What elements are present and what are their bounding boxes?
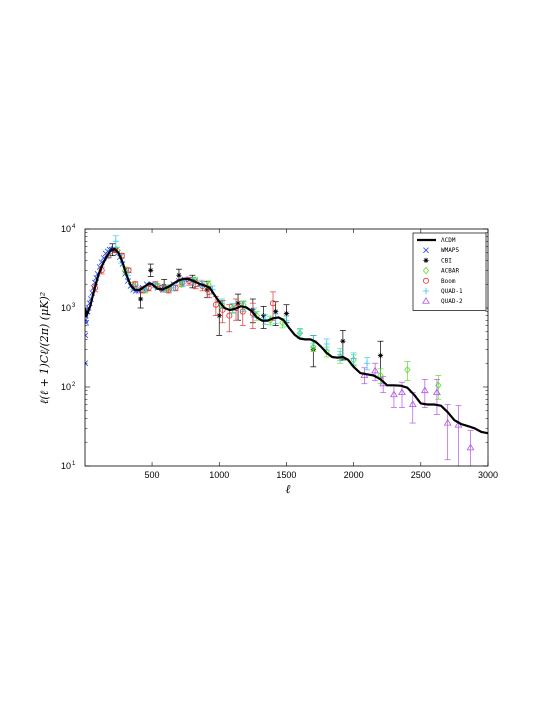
legend-entry: Boom: [422, 277, 456, 285]
error-bar: [421, 378, 428, 408]
error-bar: [339, 330, 346, 361]
legend-label: Boom: [441, 278, 456, 285]
data-point: [132, 281, 139, 288]
y-tick-label: 10: [61, 382, 71, 392]
x-tick-label: 3000: [478, 470, 498, 480]
data-point: [138, 296, 144, 302]
data-point: [260, 313, 267, 319]
y-tick-label: 10: [61, 461, 71, 471]
data-point: [148, 267, 154, 273]
data-point: [408, 400, 417, 408]
legend-entry: QUAD-1: [422, 287, 463, 295]
x-tick-label: 2500: [411, 470, 431, 480]
y-axis-label: ℓ(ℓ + 1)Cℓ/(2π) (μK)²: [38, 292, 51, 404]
data-point: [390, 390, 398, 398]
legend-entry: ACBAR: [422, 266, 459, 275]
data-point: [350, 355, 357, 362]
data-point: [283, 310, 290, 317]
data-point: [420, 386, 429, 394]
data-point: [191, 276, 199, 285]
error-bar: [433, 378, 440, 415]
data-point: [273, 309, 279, 315]
data-point: [296, 330, 303, 337]
error-bar: [233, 298, 240, 321]
legend-marker-swatch: [422, 277, 429, 284]
y-tick-exponent: 2: [72, 382, 76, 388]
y-tick-exponent: 4: [72, 224, 76, 230]
error-bar: [377, 368, 384, 385]
data-point: [170, 284, 177, 291]
plot-area: [85, 235, 488, 466]
legend-marker-swatch: [423, 257, 429, 263]
data-point: [398, 388, 406, 396]
x-tick-label: 2000: [344, 470, 364, 480]
data-point: [226, 312, 233, 319]
data-point: [323, 340, 330, 348]
legend-label: QUAD-2: [441, 298, 463, 305]
x-tick-label: 1000: [209, 470, 229, 480]
legend-label: ΛCDM: [441, 237, 456, 244]
x-tick-label: 1500: [276, 470, 296, 480]
data-point: [216, 313, 222, 319]
data-point: [435, 381, 442, 390]
data-point: [377, 352, 384, 359]
legend-marker-swatch: [422, 287, 430, 295]
error-bar: [467, 430, 474, 466]
error-bar: [372, 362, 379, 382]
data-point: [363, 360, 371, 367]
data-point: [433, 388, 441, 396]
data-point: [145, 284, 152, 291]
data-point: [212, 301, 219, 308]
data-point: [112, 238, 119, 245]
x-tick-label: 500: [145, 470, 160, 480]
error-bar: [380, 376, 387, 393]
legend-entry: WMAP5: [423, 247, 459, 254]
data-point: [466, 443, 475, 451]
legend-marker-swatch: [422, 266, 430, 275]
data-point: [235, 300, 241, 306]
legend: ΛCDM WMAP5 CBI ACBAR Boom QUAD-1 QUAD-2: [412, 232, 487, 311]
data-point: [404, 365, 411, 374]
y-tick-exponent: 3: [72, 303, 76, 309]
data-point: [176, 272, 182, 278]
error-bar: [361, 367, 368, 385]
y-tick-label: 10: [61, 224, 71, 234]
legend-label: WMAP5: [441, 247, 459, 254]
legend-entry: QUAD-2: [422, 297, 463, 305]
legend-entry: CBI: [423, 257, 452, 264]
data-point: [85, 332, 89, 339]
legend-box: [412, 232, 487, 311]
data-point: [340, 338, 346, 344]
error-bar: [404, 361, 411, 382]
data-point: [269, 300, 276, 307]
y-tick-exponent: 1: [72, 461, 76, 467]
legend-label: ACBAR: [441, 268, 459, 275]
data-point: [179, 280, 187, 287]
data-point: [371, 366, 380, 374]
legend-label: CBI: [441, 257, 452, 264]
data-point: [443, 418, 452, 426]
legend-label: QUAD-1: [441, 288, 463, 295]
x-axis-label: ℓ: [286, 482, 291, 496]
legend-entry: ΛCDM: [417, 237, 456, 244]
data-point: [85, 319, 90, 326]
legend-marker-swatch: [422, 297, 430, 304]
y-tick-label: 10: [61, 303, 71, 313]
theory-curve-line: [85, 247, 488, 435]
error-bar: [455, 405, 462, 466]
legend-marker-swatch: [423, 247, 429, 254]
